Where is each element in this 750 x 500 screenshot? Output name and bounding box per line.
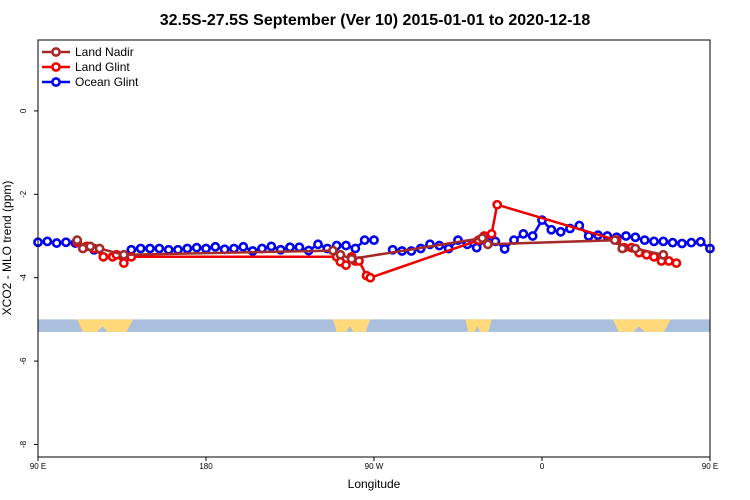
ocean-glint-point — [182, 243, 193, 254]
y-tick-label: -6 — [19, 357, 28, 365]
ocean-glint-point — [341, 240, 351, 251]
legend-label: Land Glint — [75, 60, 130, 74]
ocean-glint-point — [695, 236, 706, 247]
land-nadir-point — [77, 243, 88, 254]
x-tick-label: 0 — [540, 462, 545, 471]
y-tick-label: -2 — [19, 190, 28, 198]
y-tick-label: -4 — [19, 274, 28, 282]
x-axis: 90 E 180 90 W 0 90 E — [30, 457, 718, 471]
ocean-glint-point — [313, 239, 323, 250]
ocean-glint-point — [61, 237, 71, 248]
ocean-glint-point — [546, 224, 557, 235]
land-nadir-point — [609, 235, 620, 246]
land-nadir-point — [477, 233, 488, 243]
x-tick-label: 180 — [199, 462, 213, 471]
ocean-glint-point — [630, 232, 641, 243]
chart-title: 32.5S-27.5S September (Ver 10) 2015-01-0… — [160, 12, 591, 29]
x-tick-label: 90 E — [30, 462, 46, 471]
ocean-glint-point — [499, 244, 510, 254]
ocean-glint-point — [135, 243, 146, 254]
land-glint-point — [671, 258, 682, 268]
ocean-glint-point — [145, 243, 155, 254]
legend-swatch-marker — [51, 62, 61, 72]
ocean-glint-point — [649, 236, 659, 247]
ocean-glint-point — [677, 238, 687, 249]
land-nadir-point — [658, 249, 669, 260]
y-axis: 0 -2 -4 -6 -8 — [19, 108, 38, 448]
legend-swatch-marker — [51, 77, 61, 87]
ocean-glint-point — [555, 226, 566, 237]
x-tick-label: 90 E — [702, 462, 718, 471]
ocean-glint-point — [201, 243, 211, 254]
ocean-glint-point — [639, 235, 650, 246]
legend-item-ocean-glint: Ocean Glint — [42, 75, 139, 89]
ocean-glint-point — [518, 229, 529, 239]
series-layer — [33, 199, 715, 283]
ocean-glint-point — [173, 244, 183, 255]
land-nadir-point — [94, 243, 105, 254]
land-glint-point — [486, 229, 497, 239]
ocean-glint-point — [359, 235, 370, 246]
land-nadir-point — [72, 235, 83, 246]
ocean-glint-point — [686, 237, 697, 248]
ocean-glint-point — [285, 242, 295, 253]
ocean-glint-point — [210, 241, 221, 252]
ocean-glint-point — [238, 241, 249, 252]
ocean-glint-point — [229, 243, 239, 254]
legend-label: Ocean Glint — [75, 75, 139, 89]
legend-label: Land Nadir — [75, 45, 134, 59]
land-ocean-strip — [38, 319, 710, 332]
y-tick-label: 0 — [19, 108, 28, 113]
ocean-glint-point — [621, 231, 631, 241]
land-nadir-point — [630, 243, 641, 254]
ocean-glint-point — [163, 244, 174, 255]
ocean-glint-point — [266, 241, 277, 252]
ocean-glint-point — [154, 243, 165, 254]
ocean-glint-point — [527, 231, 538, 241]
land-nadir-point — [617, 243, 628, 254]
ocean-glint-point — [658, 236, 669, 247]
y-axis-label: XCO2 - MLO trend (ppm) — [0, 181, 14, 316]
ocean-glint-point — [667, 237, 678, 248]
ocean-glint-point — [350, 243, 361, 254]
land-glint-point — [365, 272, 376, 283]
land-segment-3 — [465, 319, 492, 332]
legend-item-land-glint: Land Glint — [42, 60, 130, 74]
ocean-glint-point — [42, 236, 53, 247]
series-land-nadir — [72, 233, 669, 264]
legend-item-land-nadir: Land Nadir — [42, 45, 134, 59]
land-segment-2 — [332, 319, 371, 332]
land-nadir-point — [482, 239, 493, 250]
land-segment-1 — [77, 319, 134, 332]
ocean-glint-point — [51, 238, 62, 248]
ocean-glint-point — [191, 242, 202, 253]
x-axis-label: Longitude — [348, 477, 401, 491]
land-nadir-point — [346, 254, 357, 264]
ocean-glint-point — [294, 242, 305, 253]
land-glint-point — [118, 258, 129, 268]
land-glint-point — [98, 251, 109, 262]
legend-swatch-marker — [51, 47, 61, 57]
ocean-glint-point — [369, 235, 379, 246]
land-nadir-point — [85, 241, 96, 252]
land-nadir-point — [118, 249, 129, 260]
ocean-band — [38, 319, 710, 332]
land-nadir-point — [335, 249, 346, 260]
x-tick-label: 90 W — [365, 462, 384, 471]
y-tick-label: -8 — [19, 440, 28, 448]
land-segment-4 — [612, 319, 671, 332]
ocean-glint-point — [471, 242, 482, 253]
series-ocean-glint — [33, 215, 715, 256]
land-glint-point — [341, 260, 351, 271]
land-nadir-point — [328, 245, 338, 256]
land-glint-point — [492, 199, 503, 210]
